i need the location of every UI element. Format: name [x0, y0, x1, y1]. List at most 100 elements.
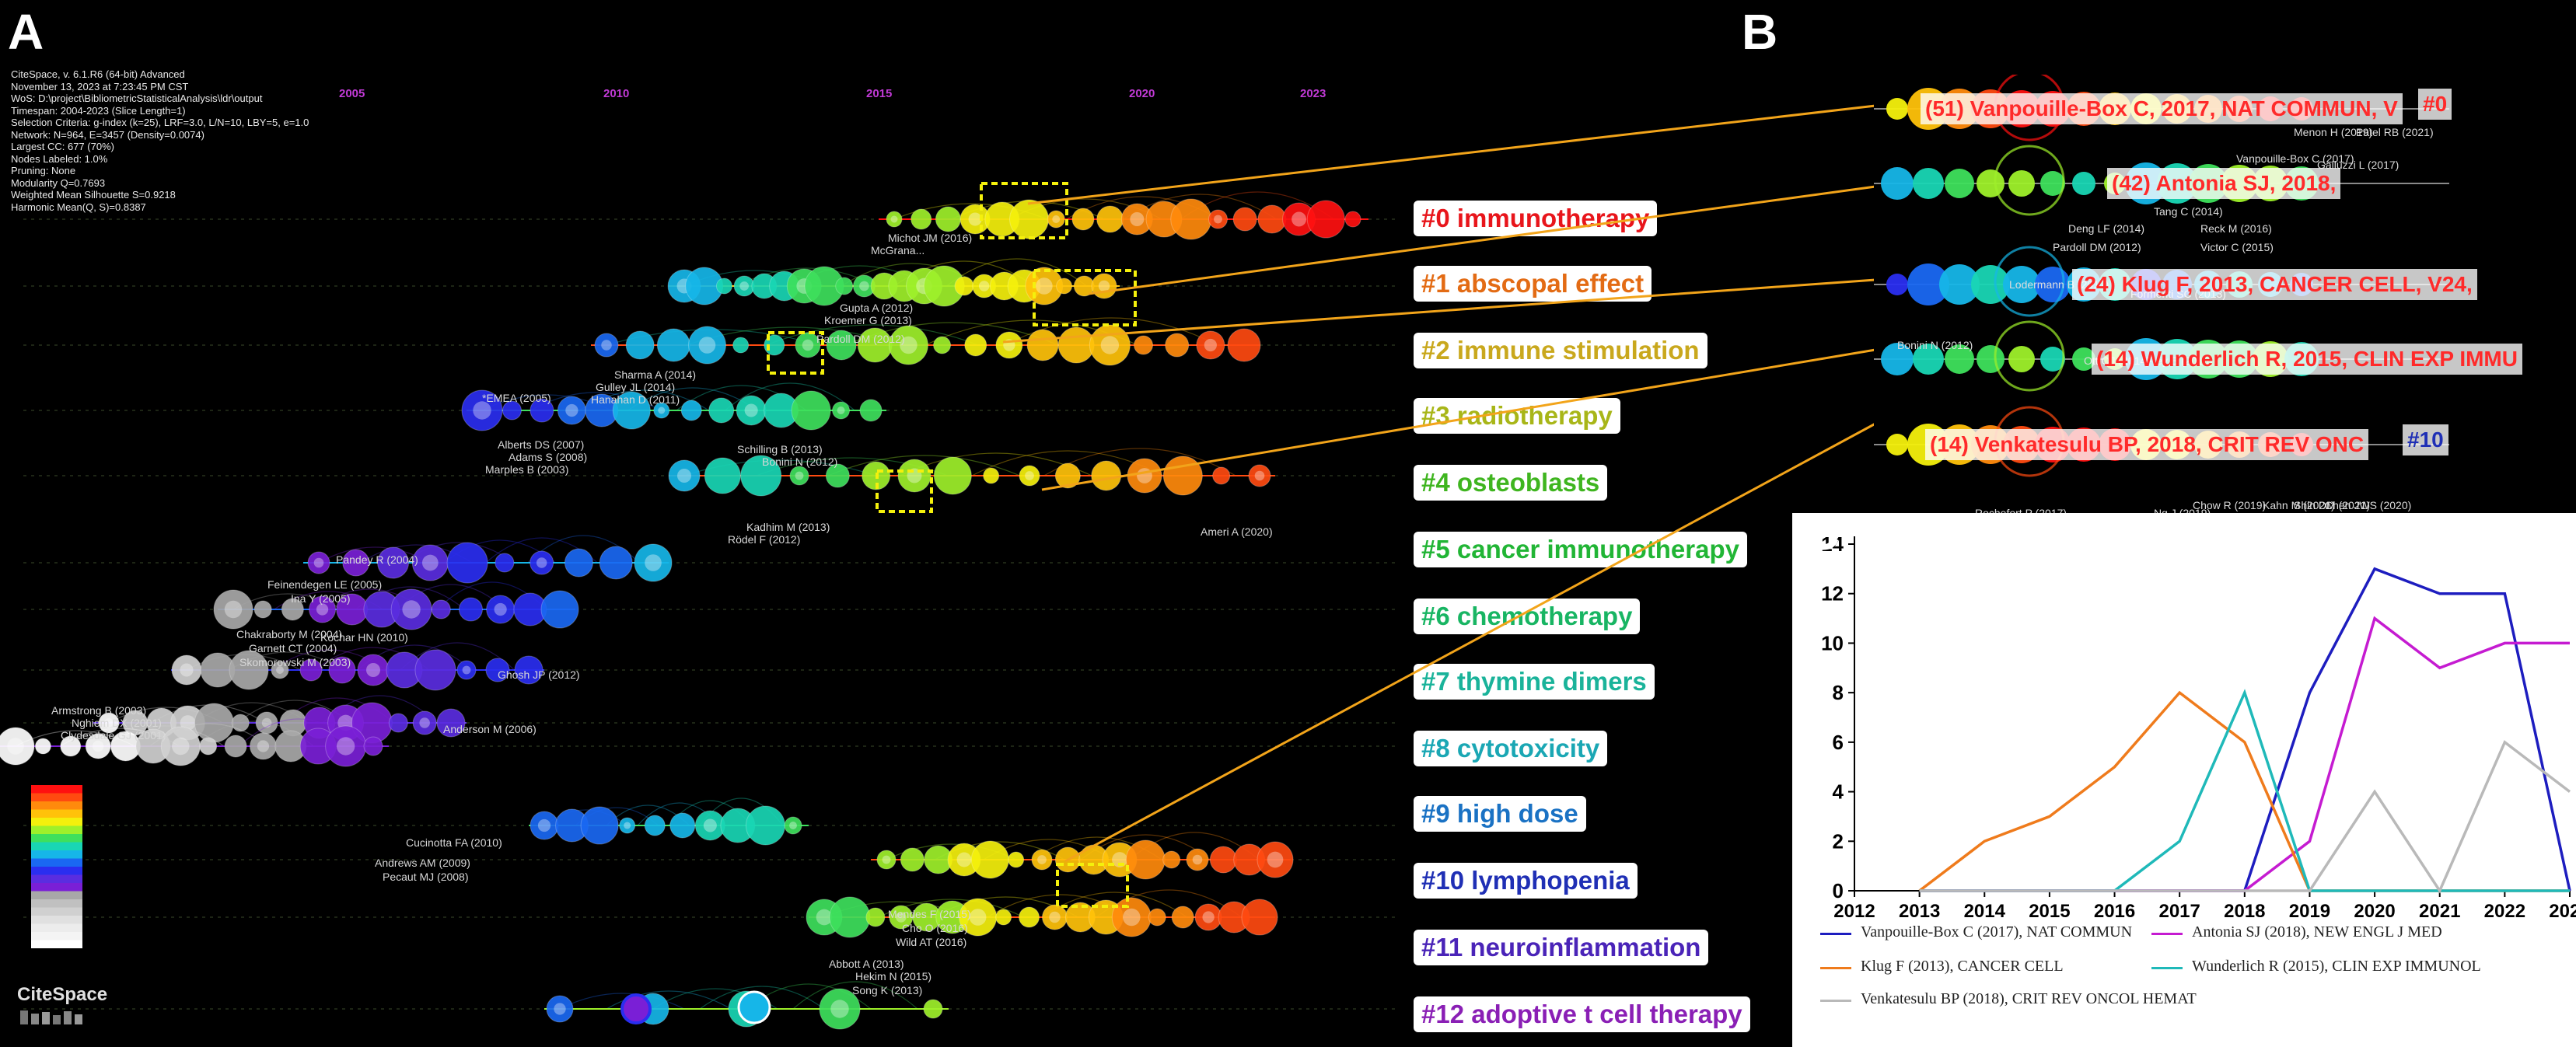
- reference-node: [328, 656, 356, 684]
- header-line: Weighted Mean Silhouette S=0.9218: [11, 189, 176, 201]
- reference-node-core: [896, 912, 907, 923]
- reference-node: [1945, 169, 1974, 198]
- reference-node: [656, 328, 690, 362]
- reference-node-core: [419, 717, 430, 728]
- node-label: Skomorowski M (2003): [239, 656, 351, 668]
- reference-node: [485, 658, 510, 682]
- year-label: 2023: [1300, 87, 1326, 100]
- reference-node-core: [276, 666, 284, 674]
- reference-node: [784, 816, 802, 835]
- reference-node-label: Reck M (2016): [2200, 222, 2272, 235]
- reference-node-core: [316, 603, 329, 616]
- reference-node: [1977, 345, 2005, 373]
- y-tick-label: 10: [1821, 631, 1844, 654]
- reference-node: [2072, 347, 2095, 371]
- highlight-box: [1056, 863, 1129, 908]
- node-label: Bonini N (2012): [762, 455, 838, 468]
- node-label: Ameri A (2020): [1201, 525, 1273, 538]
- cluster-label: #1 abscopal effect: [1414, 266, 1652, 302]
- reference-node-core: [313, 557, 324, 568]
- reference-node: [865, 907, 886, 927]
- x-tick-label: 2015: [2029, 901, 2070, 922]
- legend-swatch: [2151, 933, 2183, 935]
- reference-node: [2003, 266, 2040, 303]
- header-line: CiteSpace, v. 6.1.R6 (64-bit) Advanced: [11, 68, 185, 80]
- node-label: Clydesdale GJ (2001): [61, 729, 166, 742]
- header-line: Network: N=964, E=3457 (Density=0.0074): [11, 128, 204, 141]
- reference-node: [933, 336, 952, 354]
- reference-node-core: [1130, 212, 1145, 226]
- cluster-label: #10 lymphopenia: [1414, 863, 1638, 899]
- reference-node-core: [802, 339, 814, 351]
- reference-node-core: [1036, 277, 1053, 295]
- reference-node-label: Deng LF (2014): [2068, 222, 2145, 235]
- reference-node: [888, 325, 928, 365]
- node-label: Kroemer G (2013): [824, 314, 912, 326]
- legend-entry: Wunderlich R (2015), CLIN EXP IMMUNOL: [2192, 958, 2481, 975]
- reference-node: [446, 542, 488, 584]
- node-label: Hekim N (2015): [855, 970, 932, 982]
- reference-node: [1257, 204, 1287, 234]
- reference-node-core: [703, 818, 717, 832]
- reference-node: [619, 817, 636, 834]
- reference-node: [1344, 211, 1361, 228]
- legend-entry: Vanpouille-Box C (2017), NAT COMMUN: [1861, 923, 2133, 941]
- reference-node: [2040, 347, 2065, 372]
- reference-node: [740, 455, 782, 497]
- reference-node: [1977, 169, 2005, 197]
- reference-node-core: [601, 340, 612, 351]
- reference-node-core: [645, 554, 662, 571]
- x-tick-label: 2016: [2094, 901, 2135, 922]
- top-references-panel: Menon H (2019) Patel RB (2021) Vanpouille-…: [1874, 75, 2522, 519]
- node-label: Wild AT (2016): [896, 936, 967, 948]
- reference-node: [495, 553, 515, 573]
- reference-node-core: [1214, 215, 1222, 224]
- reference-node: [829, 896, 871, 938]
- reference-node-core: [1098, 280, 1110, 292]
- reference-node: [923, 999, 943, 1019]
- reference-label: (51) Vanpouille-Box C, 2017, NAT COMMUN,…: [1921, 93, 2403, 124]
- reference-node-core: [92, 740, 104, 752]
- reference-node-ring: [1994, 320, 2065, 392]
- x-tick-label: 2020: [2354, 901, 2395, 922]
- reference-node: [1886, 274, 1908, 295]
- y-tick-label: 14: [1821, 532, 1844, 556]
- reference-node: [835, 277, 854, 295]
- node-label: Schilling B (2013): [737, 443, 823, 455]
- citation-arc: [841, 263, 982, 287]
- reference-node: [704, 457, 741, 494]
- node-label: Chakraborty M (2004): [236, 628, 343, 640]
- reference-node: [309, 595, 337, 623]
- cluster-label: #9 high dose: [1414, 796, 1586, 832]
- reference-node: [826, 330, 857, 361]
- reference-node: [1031, 849, 1053, 871]
- node-label: Armstrong B (2003): [51, 704, 147, 717]
- cluster-label: #12 adoptive t cell therapy: [1414, 996, 1750, 1032]
- reference-node-core: [261, 717, 272, 728]
- reference-node: [412, 710, 437, 735]
- year-label: 2020: [1129, 87, 1155, 100]
- reference-node: [1170, 198, 1212, 240]
- cluster-label: #3 radiotherapy: [1414, 398, 1620, 434]
- reference-node: [1913, 168, 1944, 199]
- reference-node: [876, 850, 897, 870]
- highlight-box: [876, 469, 933, 513]
- reference-node: [60, 735, 82, 757]
- reference-node: [1096, 205, 1124, 233]
- cluster-label: #11 neuroinflammation: [1414, 930, 1709, 965]
- reference-node: [620, 993, 652, 1024]
- reference-node: [456, 660, 477, 680]
- node-label: Feinendegen LE (2005): [267, 578, 383, 591]
- panel-label-c: C: [1804, 504, 1840, 560]
- reference-node: [745, 805, 785, 846]
- header-line: Pruning: None: [11, 165, 76, 176]
- reference-node: [224, 735, 247, 758]
- reference-node-label: Kahn M (2021): [2263, 499, 2335, 511]
- reference-node: [1026, 329, 1059, 361]
- reference-node: [2040, 171, 2065, 196]
- reference-node: [687, 326, 726, 365]
- reference-node: [1054, 462, 1081, 489]
- node-label: Hanahan D (2011): [591, 393, 680, 406]
- reference-node-core: [366, 663, 380, 677]
- node-label: Anderson M (2006): [443, 723, 537, 735]
